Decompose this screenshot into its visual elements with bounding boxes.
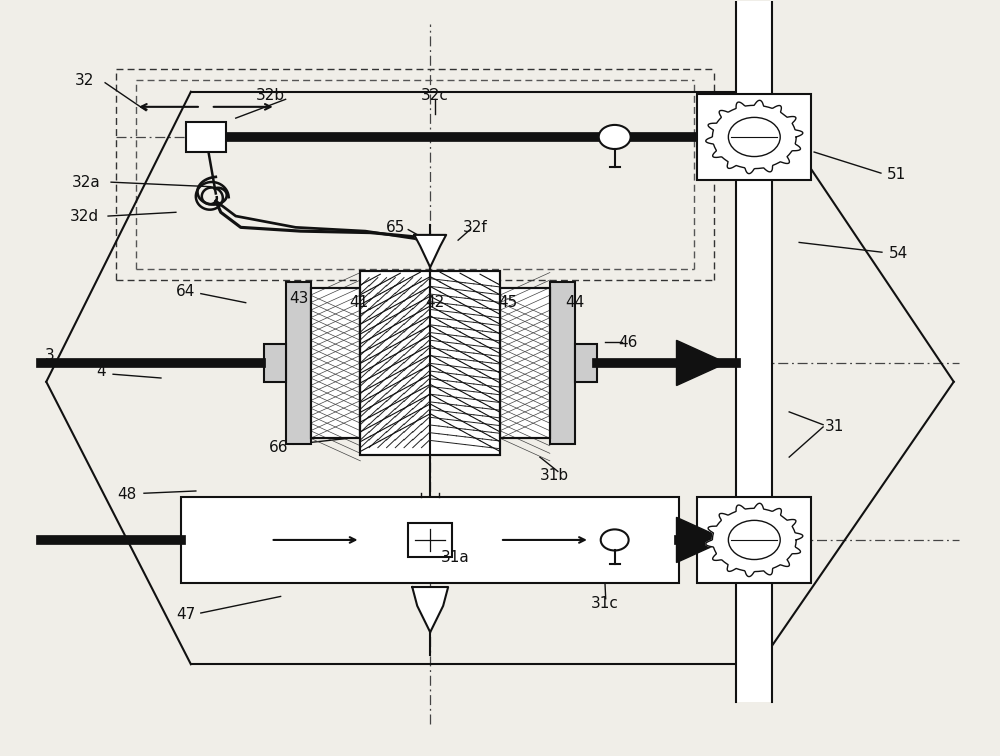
Bar bbox=[286, 282, 311, 444]
Polygon shape bbox=[706, 101, 803, 174]
Bar bbox=[736, 2, 772, 702]
Bar bbox=[360, 271, 500, 455]
Text: 43: 43 bbox=[289, 291, 308, 306]
Polygon shape bbox=[706, 503, 803, 577]
Bar bbox=[311, 287, 360, 438]
Text: 32f: 32f bbox=[463, 220, 487, 235]
Text: 31a: 31a bbox=[441, 550, 470, 565]
Text: 48: 48 bbox=[117, 488, 137, 502]
Bar bbox=[264, 344, 286, 382]
Bar bbox=[697, 94, 811, 180]
Polygon shape bbox=[677, 340, 726, 386]
Text: 31c: 31c bbox=[591, 596, 619, 612]
Bar bbox=[408, 523, 452, 556]
Text: 41: 41 bbox=[349, 295, 368, 310]
Text: 32d: 32d bbox=[70, 209, 99, 224]
Text: 42: 42 bbox=[426, 295, 445, 310]
Text: 32: 32 bbox=[74, 73, 94, 88]
Bar bbox=[550, 282, 575, 444]
Text: 31: 31 bbox=[824, 420, 844, 435]
Bar bbox=[500, 287, 550, 438]
Polygon shape bbox=[677, 517, 726, 562]
Bar bbox=[186, 122, 226, 152]
Text: 46: 46 bbox=[618, 335, 637, 350]
Bar bbox=[181, 497, 679, 583]
Text: 45: 45 bbox=[498, 295, 518, 310]
Circle shape bbox=[728, 520, 780, 559]
Text: 51: 51 bbox=[887, 167, 907, 182]
Text: 64: 64 bbox=[176, 284, 196, 299]
Text: 32a: 32a bbox=[72, 175, 101, 190]
Polygon shape bbox=[412, 587, 448, 632]
Circle shape bbox=[728, 117, 780, 156]
Text: 65: 65 bbox=[386, 220, 405, 235]
Text: 54: 54 bbox=[889, 246, 909, 262]
Text: 4: 4 bbox=[96, 364, 106, 380]
Bar bbox=[311, 287, 360, 438]
Bar bbox=[697, 497, 811, 583]
Text: 31b: 31b bbox=[540, 469, 569, 483]
Circle shape bbox=[601, 529, 629, 550]
Text: 3: 3 bbox=[44, 348, 54, 363]
Bar bbox=[360, 271, 500, 455]
Text: 47: 47 bbox=[176, 607, 195, 622]
Text: 32b: 32b bbox=[256, 88, 285, 103]
Text: 44: 44 bbox=[565, 295, 584, 310]
Text: 66: 66 bbox=[269, 440, 288, 455]
Text: 32c: 32c bbox=[421, 88, 449, 103]
Polygon shape bbox=[414, 235, 446, 268]
Bar bbox=[500, 287, 550, 438]
Circle shape bbox=[599, 125, 631, 149]
Bar bbox=[575, 344, 597, 382]
